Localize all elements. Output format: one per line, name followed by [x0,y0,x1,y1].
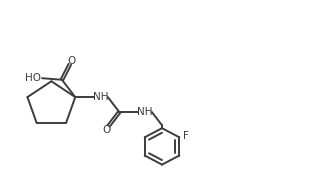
Text: HO: HO [25,73,41,83]
Text: NH: NH [93,92,109,102]
Text: O: O [67,55,76,66]
Text: NH: NH [137,107,153,117]
Text: F: F [184,131,189,141]
Text: O: O [103,125,111,135]
